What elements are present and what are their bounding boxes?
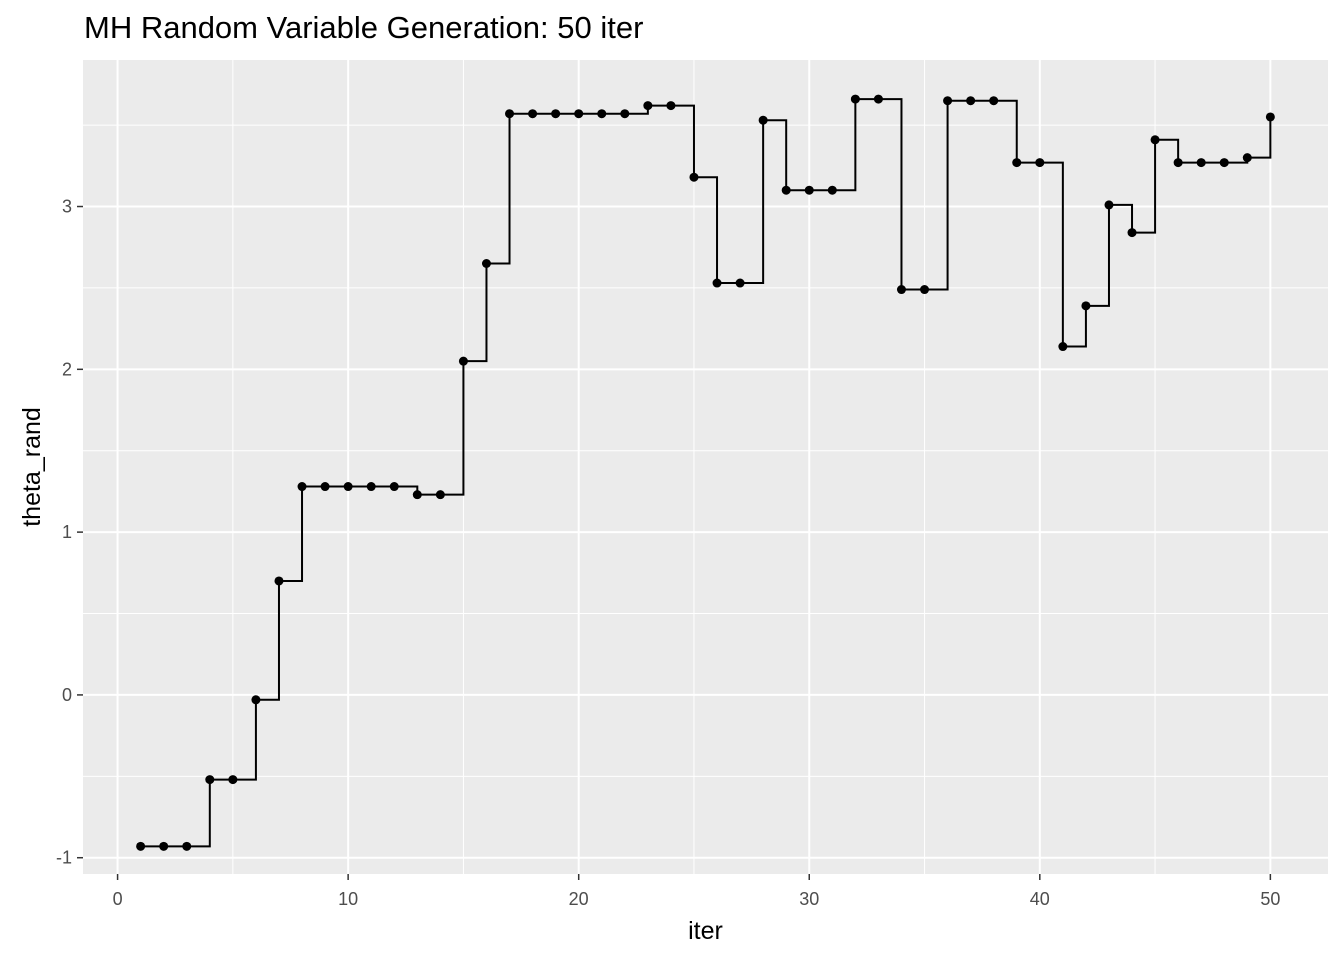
data-point [966,96,976,106]
data-point [666,101,676,111]
y-tick-label: -1 [56,848,72,868]
plot-panel [83,60,1328,874]
data-point [182,841,192,851]
data-point [251,695,261,705]
data-point [735,278,745,288]
data-point [1150,135,1160,145]
data-point [1104,200,1114,210]
data-point [1265,112,1275,122]
x-tick-label: 50 [1260,889,1280,909]
x-tick-label: 20 [569,889,589,909]
data-point [343,482,353,492]
data-point [597,109,607,119]
data-point [551,109,561,119]
chart-title: MH Random Variable Generation: 50 iter [84,10,644,45]
data-point [1219,158,1229,168]
data-point [1012,158,1022,168]
data-point [1173,158,1183,168]
data-point [528,109,538,119]
data-point [920,285,930,295]
data-point [412,490,422,500]
data-point [274,576,284,586]
data-point [228,775,238,785]
data-point [620,109,630,119]
data-point [1196,158,1206,168]
data-point [435,490,445,500]
data-point [320,482,330,492]
data-point [1058,342,1068,352]
data-point [1081,301,1091,311]
data-point [989,96,999,106]
data-point [896,285,906,295]
data-point [1035,158,1045,168]
data-point [712,278,722,288]
data-point [1127,228,1137,238]
y-tick-label: 0 [62,685,72,705]
x-tick-label: 40 [1030,889,1050,909]
data-point [827,185,837,195]
data-point [689,172,699,182]
data-point [643,101,653,111]
data-point [943,96,953,106]
data-point [205,775,215,785]
y-tick-label: 1 [62,522,72,542]
data-point [297,482,307,492]
data-point [1242,153,1252,163]
data-point [505,109,515,119]
data-point [136,841,146,851]
data-point [850,94,860,104]
x-tick-label: 10 [338,889,358,909]
x-tick-label: 0 [113,889,123,909]
data-point [159,841,169,851]
data-point [758,115,768,125]
data-point [481,259,491,268]
data-point [873,94,883,104]
x-axis-title: iter [688,917,723,945]
data-point [458,356,468,366]
data-point [366,482,376,492]
y-tick-label: 2 [62,359,72,379]
data-point [804,185,814,195]
y-tick-label: 3 [62,197,72,217]
x-tick-label: 30 [799,889,819,909]
y-axis-title: theta_rand [18,407,46,527]
data-point [389,482,399,492]
data-point [781,185,791,195]
data-point [574,109,584,119]
